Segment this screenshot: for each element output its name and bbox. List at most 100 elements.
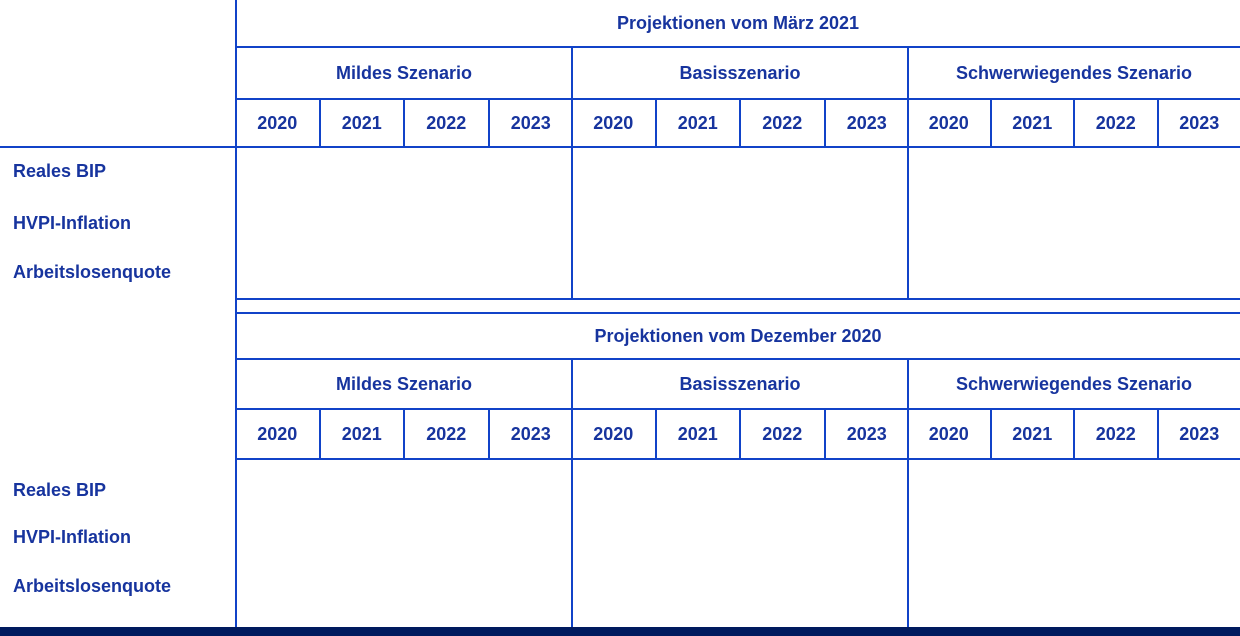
data-cell bbox=[404, 460, 488, 516]
year-group-mildes: 2020 2021 2022 2023 bbox=[236, 100, 572, 146]
data-cell bbox=[1157, 247, 1240, 298]
data-cell bbox=[1074, 197, 1157, 248]
year-header: 2022 bbox=[1073, 410, 1157, 458]
year-header: 2021 bbox=[318, 100, 404, 146]
data-cell bbox=[991, 460, 1074, 516]
data-cell bbox=[740, 247, 824, 298]
table-dezember-2020: Projektionen vom Dezember 2020 Mildes Sz… bbox=[236, 312, 1240, 627]
row-label-hvpi-inflation: HVPI-Inflation bbox=[13, 526, 131, 547]
table-title: Projektionen vom Dezember 2020 bbox=[236, 314, 1240, 360]
data-cell bbox=[572, 197, 656, 248]
year-header: 2020 bbox=[257, 112, 298, 133]
body-cells-basis bbox=[572, 146, 908, 298]
data-cell bbox=[824, 197, 908, 248]
year-header: 2020 bbox=[257, 423, 298, 444]
data-cell bbox=[1157, 460, 1240, 516]
data-cell bbox=[740, 571, 824, 627]
data-cell bbox=[1074, 571, 1157, 627]
data-cell bbox=[488, 247, 572, 298]
row-label-arbeitslosenquote: Arbeitslosenquote bbox=[13, 575, 172, 596]
data-cell bbox=[656, 460, 740, 516]
row-label-hvpi-inflation: HVPI-Inflation bbox=[13, 212, 131, 233]
year-header: 2023 bbox=[487, 410, 573, 458]
data-cell bbox=[1074, 146, 1157, 197]
scenario-header-row: Mildes Szenario Basisszenario Schwerwieg… bbox=[236, 48, 1240, 100]
data-cell bbox=[236, 460, 320, 516]
data-cell bbox=[1157, 146, 1240, 197]
table-title: Projektionen vom März 2021 bbox=[236, 0, 1240, 48]
data-cell bbox=[572, 146, 656, 197]
data-cell bbox=[824, 571, 908, 627]
year-header: 2022 bbox=[403, 410, 488, 458]
year-header: 2023 bbox=[487, 100, 573, 146]
data-cell bbox=[656, 516, 740, 572]
scenario-header-schwerwiegend: Schwerwiegendes Szenario bbox=[955, 373, 1193, 394]
data-cell bbox=[404, 197, 488, 248]
divider-mild-basis-t1 bbox=[571, 46, 573, 298]
year-header: 2023 bbox=[823, 410, 909, 458]
year-header: 2022 bbox=[1073, 100, 1157, 146]
table-body bbox=[236, 146, 1240, 300]
year-header: 2022 bbox=[403, 100, 488, 146]
year-header-row: 2020 2021 2022 2023 2020 2021 2022 2023 … bbox=[236, 100, 1240, 146]
data-cell bbox=[572, 460, 656, 516]
scenario-header-basis: Basisszenario bbox=[679, 373, 801, 394]
body-cells-basis bbox=[572, 460, 908, 627]
data-cell bbox=[1157, 516, 1240, 572]
data-cell bbox=[908, 460, 991, 516]
data-cell bbox=[320, 571, 404, 627]
row-label-reales-bip: Reales BIP bbox=[13, 160, 107, 181]
year-group-basis: 2020 2021 2022 2023 bbox=[572, 410, 908, 458]
year-header: 2023 bbox=[1156, 410, 1240, 458]
data-cell bbox=[1074, 247, 1157, 298]
year-header: 2021 bbox=[989, 410, 1074, 458]
data-cell bbox=[656, 247, 740, 298]
data-cell bbox=[991, 571, 1074, 627]
scenario-header-mildes: Mildes Szenario bbox=[335, 373, 473, 394]
year-header: 2020 bbox=[593, 423, 634, 444]
year-header: 2021 bbox=[989, 100, 1074, 146]
data-cell bbox=[991, 516, 1074, 572]
data-cell bbox=[824, 146, 908, 197]
data-cell bbox=[236, 146, 320, 197]
year-header-row: 2020 2021 2022 2023 2020 2021 2022 2023 … bbox=[236, 410, 1240, 460]
data-cell bbox=[1157, 197, 1240, 248]
data-cell bbox=[488, 460, 572, 516]
data-cell bbox=[236, 197, 320, 248]
data-cell bbox=[824, 516, 908, 572]
data-cell bbox=[1074, 516, 1157, 572]
data-cell bbox=[656, 571, 740, 627]
data-cell bbox=[404, 247, 488, 298]
year-group-schwerwiegend: 2020 2021 2022 2023 bbox=[908, 100, 1240, 146]
data-cell bbox=[320, 460, 404, 516]
year-group-mildes: 2020 2021 2022 2023 bbox=[236, 410, 572, 458]
scenario-header-row: Mildes Szenario Basisszenario Schwerwieg… bbox=[236, 360, 1240, 410]
body-cells-schwerwiegend bbox=[908, 460, 1240, 627]
year-header: 2020 bbox=[928, 112, 969, 133]
year-header: 2020 bbox=[593, 112, 634, 133]
data-cell bbox=[488, 146, 572, 197]
scenario-header-schwerwiegend: Schwerwiegendes Szenario bbox=[955, 62, 1193, 83]
year-header: 2022 bbox=[739, 100, 824, 146]
year-header: 2021 bbox=[654, 100, 740, 146]
scenario-header-basis: Basisszenario bbox=[679, 62, 801, 83]
data-cell bbox=[908, 571, 991, 627]
data-cell bbox=[908, 146, 991, 197]
row-label-arbeitslosenquote: Arbeitslosenquote bbox=[13, 261, 172, 282]
table-bottom-border bbox=[0, 627, 1240, 636]
row-label-reales-bip: Reales BIP bbox=[13, 479, 107, 500]
data-cell bbox=[572, 571, 656, 627]
data-cell bbox=[320, 516, 404, 572]
data-cell bbox=[740, 197, 824, 248]
data-cell bbox=[656, 197, 740, 248]
year-header: 2023 bbox=[823, 100, 909, 146]
data-cell bbox=[320, 146, 404, 197]
data-cell bbox=[236, 247, 320, 298]
data-cell bbox=[740, 460, 824, 516]
body-cells-mildes bbox=[236, 460, 572, 627]
year-header: 2023 bbox=[1156, 100, 1240, 146]
data-cell bbox=[824, 247, 908, 298]
table-maerz-2021: Projektionen vom März 2021 Mildes Szenar… bbox=[236, 0, 1240, 300]
year-header: 2022 bbox=[739, 410, 824, 458]
